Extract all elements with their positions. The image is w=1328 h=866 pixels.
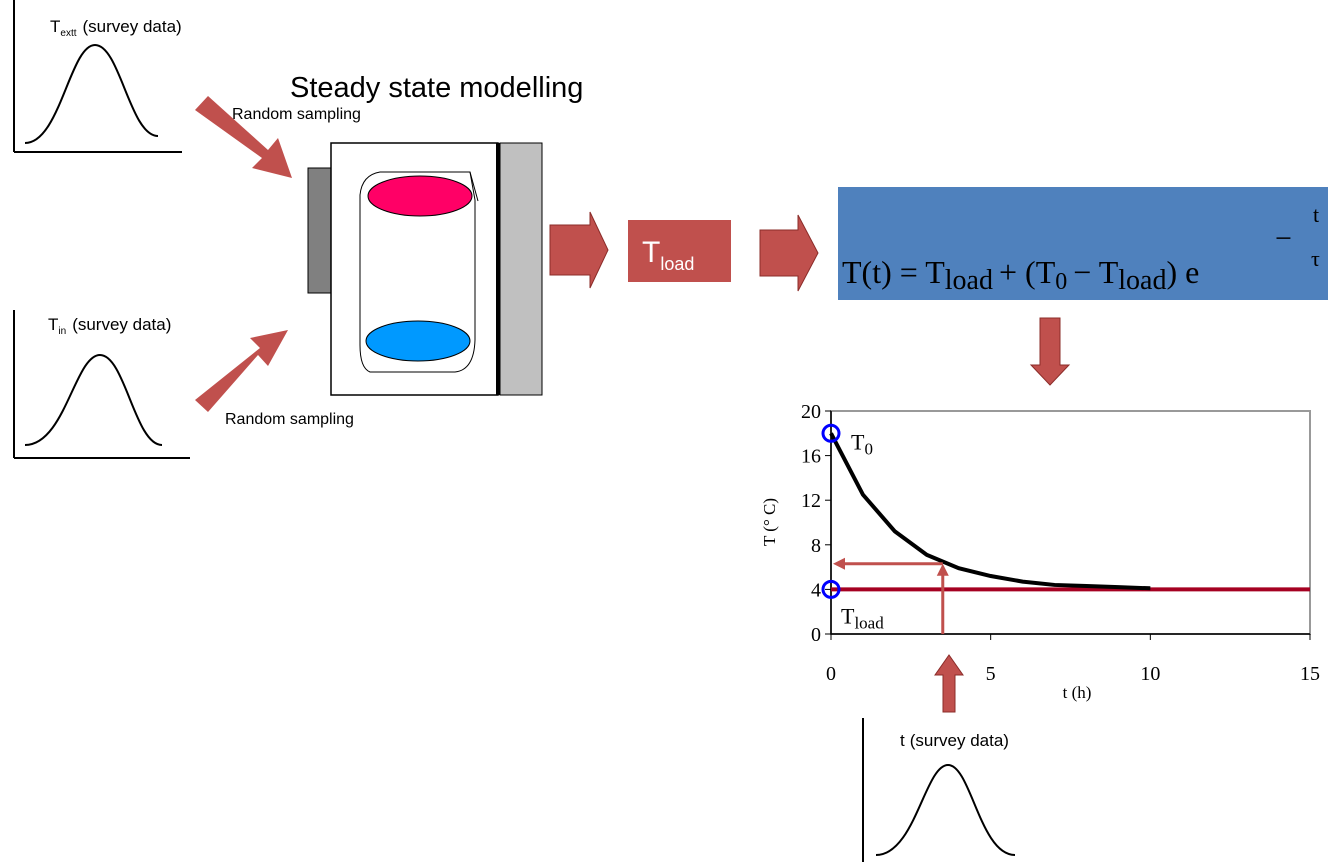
guide-head: [833, 557, 845, 570]
plot-frame: [830, 410, 1311, 635]
sampling-arrow: [195, 330, 288, 412]
input-t: t (survey data): [862, 718, 1016, 862]
point-label: T0: [851, 429, 873, 458]
formula-box: [838, 187, 1328, 300]
y-tick-label: 12: [801, 490, 821, 512]
flow-arrow: [549, 211, 609, 289]
point-label-main: T: [851, 429, 865, 454]
building: [307, 142, 543, 396]
x-tick-label: 5: [986, 663, 996, 685]
y-tick-label: 0: [811, 624, 821, 646]
point-label-sub: load: [854, 613, 884, 632]
sampling-label: Random sampling: [225, 411, 354, 428]
x-tick-label: 0: [826, 663, 836, 685]
point: [821, 423, 841, 443]
flow-arrow: [759, 214, 819, 292]
y-tick-label: 4: [811, 579, 821, 601]
output-label: Tload: [642, 236, 694, 274]
y-axis-label: T (° C): [760, 498, 779, 546]
series-line: [829, 432, 1151, 591]
guide-head: [936, 563, 949, 576]
input-label: t (survey data): [900, 731, 1009, 750]
formula-exp-den: τ: [1311, 246, 1320, 271]
model-title: Steady state modelling: [290, 72, 583, 104]
point-label: Tload: [841, 603, 884, 632]
x-axis-label: t (h): [1063, 683, 1092, 702]
input-in: Tin (survey data): [13, 310, 190, 459]
y-tick-label: 8: [811, 535, 821, 557]
formula-exp-num: t: [1313, 202, 1319, 227]
flow-arrow: [934, 654, 964, 713]
output-box: [628, 220, 731, 282]
input-label: Tin (survey data): [48, 315, 171, 337]
input-extt: Textt (survey data): [13, 0, 182, 153]
x-tick-label: 15: [1300, 663, 1320, 685]
flow-arrow: [1029, 317, 1071, 386]
sampling-label: Random sampling: [232, 106, 361, 123]
x-tick-label: 10: [1140, 663, 1160, 685]
formula-exp-sign: −: [1275, 222, 1292, 255]
y-tick-label: 20: [801, 401, 821, 423]
point: [821, 579, 841, 599]
y-tick-label: 16: [801, 446, 821, 468]
sampling-arrow: [195, 96, 292, 178]
point-label-main: T: [841, 603, 855, 628]
input-label: Textt (survey data): [50, 17, 182, 39]
formula: T(t) = Tload + (T0− Tload) e: [842, 254, 1199, 296]
point-label-sub: 0: [864, 439, 873, 458]
